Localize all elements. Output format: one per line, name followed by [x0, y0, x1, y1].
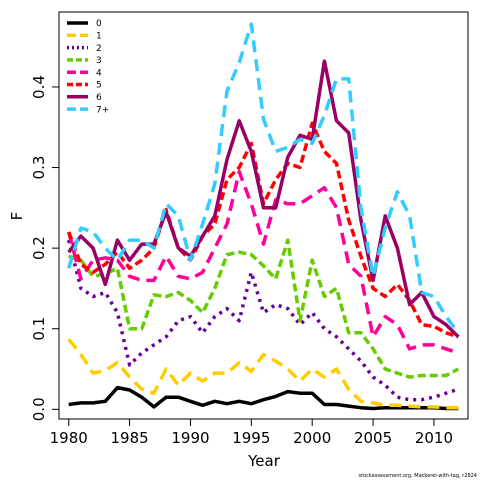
legend-label: 6 [96, 93, 102, 103]
y-tick-label: 0.0 [30, 397, 48, 421]
legend-label: 7+ [96, 105, 109, 115]
y-tick-label: 0.3 [30, 156, 48, 180]
x-tick-label: 2010 [415, 429, 453, 447]
legend-label: 5 [96, 81, 102, 91]
x-axis: 1980 1985 1990 1995 2000 2005 2010 [50, 418, 453, 447]
x-tick-label: 2005 [354, 429, 392, 447]
y-axis: 0.0 0.1 0.2 0.3 0.4 [30, 75, 60, 421]
y-tick-label: 0.1 [30, 317, 48, 341]
series-line-7plus [67, 22, 460, 334]
legend-label: 2 [96, 44, 102, 54]
series-line-0 [68, 385, 459, 411]
x-tick-label: 1980 [50, 429, 88, 447]
legend: 0 1 2 3 4 5 6 7+ [67, 19, 109, 115]
y-tick-label: 0.4 [30, 75, 48, 99]
y-axis-title: F [8, 212, 26, 221]
series-line-4 [67, 169, 459, 355]
credit-text: stockassessment.org, Mackerel-with-tag, … [359, 473, 478, 479]
legend-label: 3 [96, 56, 102, 66]
legend-label: 4 [96, 68, 102, 78]
series-line-1 [67, 338, 459, 410]
legend-label: 0 [96, 19, 102, 29]
x-tick-label: 1985 [111, 429, 149, 447]
y-tick-label: 0.2 [30, 236, 48, 260]
series-line-3 [68, 238, 460, 379]
legend-label: 1 [96, 32, 102, 42]
x-tick-label: 1990 [171, 429, 209, 447]
x-tick-label: 2000 [293, 429, 331, 447]
plot-frame [58, 11, 469, 420]
series-line-5 [67, 121, 459, 339]
series-line-2 [67, 239, 459, 402]
x-tick-label: 1995 [232, 429, 270, 447]
series-line-6 [67, 59, 460, 339]
series-layer [67, 22, 460, 411]
x-axis-title: Year [247, 452, 281, 470]
